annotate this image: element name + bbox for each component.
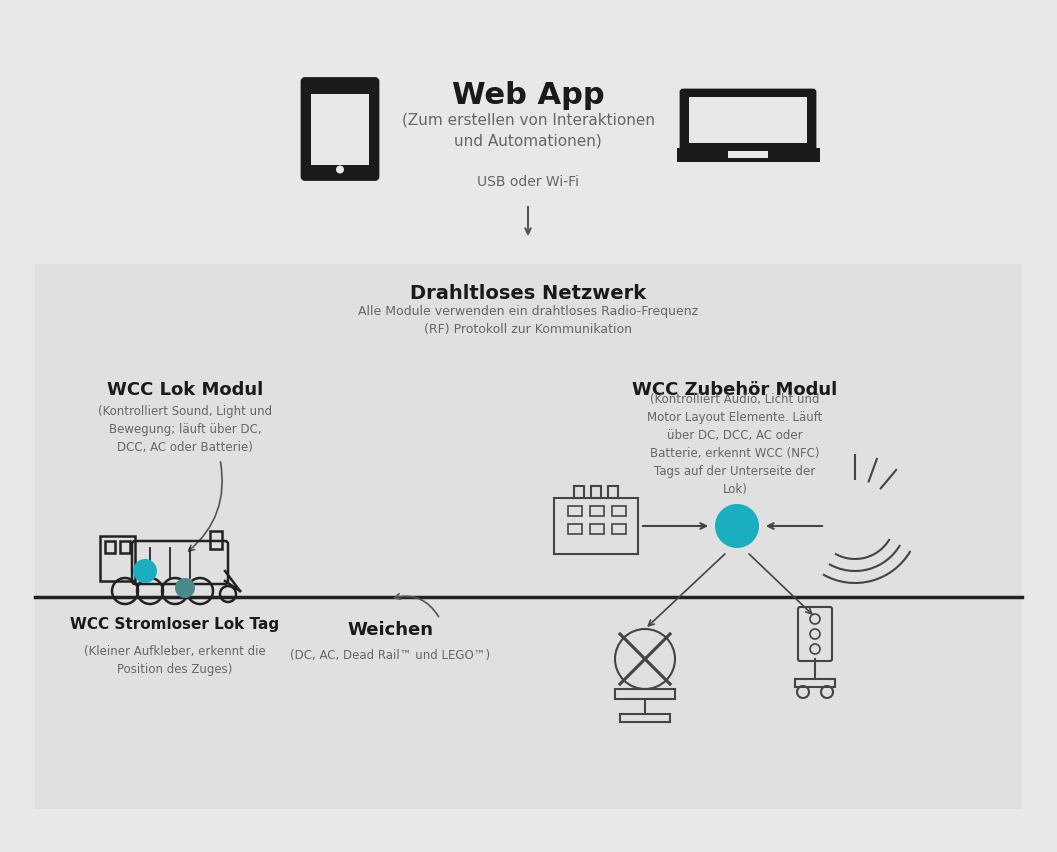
Text: USB oder Wi-Fi: USB oder Wi-Fi (477, 175, 579, 189)
Text: WCC Lok Modul: WCC Lok Modul (107, 381, 263, 399)
FancyBboxPatch shape (728, 152, 768, 158)
Text: (DC, AC, Dead Rail™ und LEGO™): (DC, AC, Dead Rail™ und LEGO™) (290, 648, 490, 660)
Circle shape (175, 579, 194, 598)
FancyBboxPatch shape (676, 149, 819, 164)
Circle shape (133, 560, 157, 584)
FancyBboxPatch shape (311, 95, 369, 165)
Text: WCC Stromloser Lok Tag: WCC Stromloser Lok Tag (71, 617, 279, 632)
FancyBboxPatch shape (302, 79, 378, 181)
Circle shape (336, 166, 344, 175)
Text: (Kontrolliert Sound, Light und
Bewegung; läuft über DC,
DCC, AC oder Batterie): (Kontrolliert Sound, Light und Bewegung;… (98, 405, 272, 454)
Circle shape (715, 504, 759, 549)
FancyBboxPatch shape (35, 265, 1022, 809)
Text: Alle Module verwenden ein drahtloses Radio-Frequenz
(RF) Protokoll zur Kommunika: Alle Module verwenden ein drahtloses Rad… (358, 304, 698, 335)
Text: Drahltloses Netzwerk: Drahltloses Netzwerk (410, 283, 646, 302)
FancyBboxPatch shape (681, 91, 815, 151)
Text: Web App: Web App (451, 80, 605, 109)
Text: (Kleiner Aufkleber, erkennt die
Position des Zuges): (Kleiner Aufkleber, erkennt die Position… (85, 644, 266, 675)
Text: WCC Zubehör Modul: WCC Zubehör Modul (632, 381, 837, 399)
Text: (Kontrolliert Audio, Licht und
Motor Layout Elemente. Läuft
über DC, DCC, AC ode: (Kontrolliert Audio, Licht und Motor Lay… (647, 393, 822, 496)
Text: (Zum erstellen von Interaktionen
und Automationen): (Zum erstellen von Interaktionen und Aut… (402, 112, 654, 148)
FancyBboxPatch shape (689, 98, 806, 144)
Text: Weichen: Weichen (347, 620, 433, 638)
